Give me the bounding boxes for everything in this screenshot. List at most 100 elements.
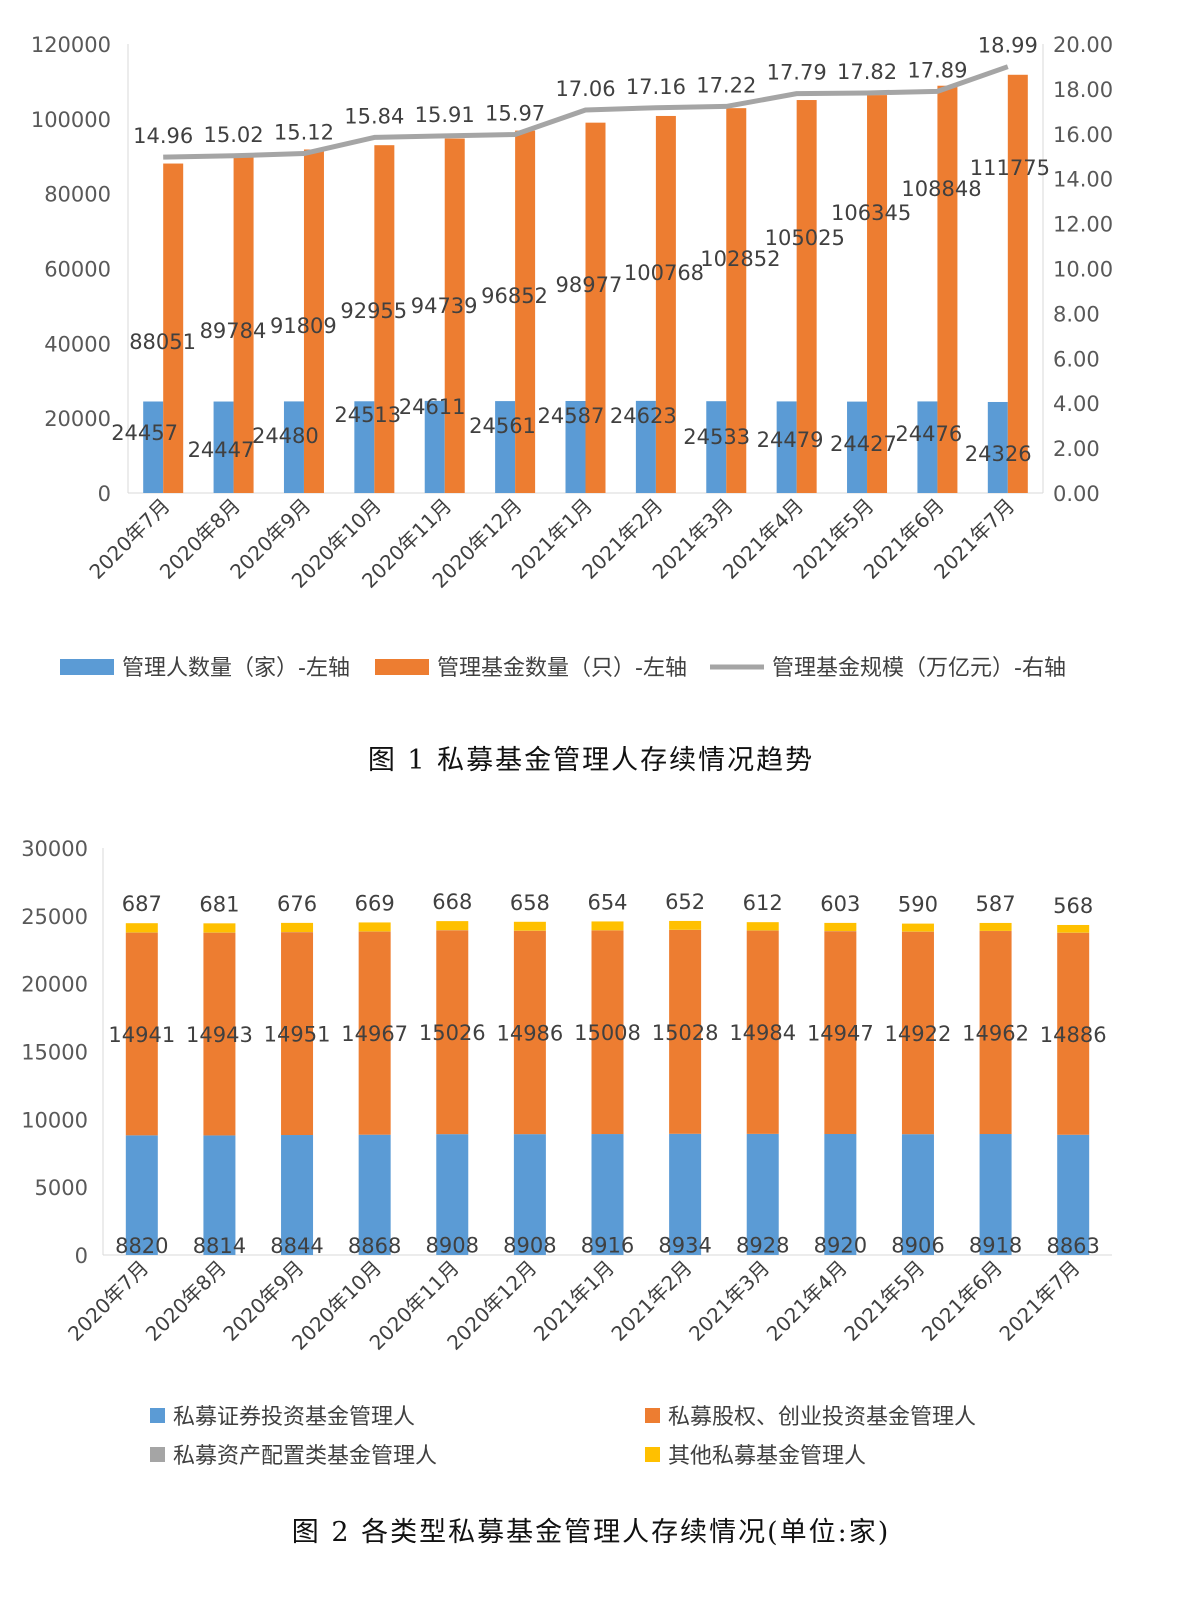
data-label-scale: 17.22 [696,73,756,97]
y-tick-label: 5000 [35,1176,88,1200]
x-tick-label: 2021年7月 [994,1256,1084,1346]
bar-funds [515,130,536,493]
bar-managers [776,401,797,493]
bar-managers [847,401,868,493]
data-label-scale: 17.16 [626,75,686,99]
stacked-bar-segment [125,923,158,933]
data-label-equity: 14941 [108,1023,175,1047]
data-label-funds: 98977 [556,273,623,297]
data-label-funds: 92955 [340,299,407,323]
data-label-equity: 15028 [652,1021,719,1045]
data-label-managers: 24427 [830,432,897,456]
stacked-bar-segment [281,1135,314,1255]
stacked-bar-segment [591,1134,624,1255]
y-right-tick-label: 10.00 [1053,258,1113,282]
bar-managers [143,401,164,493]
data-label-securities: 8934 [658,1233,711,1257]
data-label-securities: 8868 [348,1234,401,1258]
x-tick-label: 2020年8月 [141,1256,231,1346]
stacked-bar-segment [513,1134,546,1255]
y-right-tick-label: 20.00 [1053,33,1113,57]
data-label-managers: 24447 [188,438,255,462]
data-label-scale: 15.12 [274,121,334,145]
data-label-securities: 8844 [270,1234,323,1258]
data-label-managers: 24611 [399,395,466,419]
stacked-bar-segment [979,1134,1012,1255]
y-right-tick-label: 4.00 [1053,392,1100,416]
chart-2-svg: 0 5000 10000 15000 20000 25000 30000 8820 14941 6… [21,837,1112,1469]
y-right-tick-label: 2.00 [1053,437,1100,461]
data-label-managers: 24623 [610,404,677,428]
data-label-scale: 18.99 [978,34,1038,58]
data-label-funds: 94739 [411,294,478,318]
x-tick-label: 2021年5月 [839,1256,929,1346]
data-label-equity: 14943 [186,1023,253,1047]
x-tick-label: 2021年2月 [606,1256,696,1346]
data-label-funds: 88051 [129,330,196,354]
legend-swatch [645,1408,660,1423]
data-label-funds: 105025 [765,226,845,250]
data-label-equity: 14986 [496,1021,563,1045]
stacked-bar-segment [513,921,546,931]
legend-label: 其他私募基金管理人 [668,1444,866,1469]
bar-managers [283,401,304,493]
bar-managers [917,401,938,493]
data-label-securities: 8920 [814,1233,867,1257]
data-label-securities: 8820 [115,1234,168,1258]
bar-managers [495,401,516,493]
bar-managers [424,400,445,493]
y-tick-label: 25000 [21,905,88,929]
y-right-tick-label: 16.00 [1053,123,1113,147]
stacked-bar-segment [824,1133,857,1255]
legend-swatch [150,1408,165,1423]
x-tick-label: 2021年4月 [762,1256,852,1346]
y-tick-label: 0 [75,1244,88,1268]
data-label-securities: 8916 [581,1234,634,1258]
y-right-tick-label: 12.00 [1053,213,1113,237]
legend-label: 管理基金数量（只）-左轴 [437,656,687,681]
data-label-other: 681 [199,892,239,916]
data-label-securities: 8928 [736,1233,789,1257]
stacked-bar-segment [281,922,314,933]
y-right-tick-label: 14.00 [1053,168,1113,192]
y-left-tick-label: 40000 [44,332,111,356]
bar-managers [706,401,727,493]
stacked-bar-segment [591,921,624,931]
data-label-funds: 89784 [200,319,267,343]
stacked-bar-segment [358,931,391,1135]
line-fund-scale [163,64,1009,160]
bar-managers [354,401,375,493]
stacked-bar-segment [203,923,236,933]
y-tick-label: 30000 [21,837,88,861]
data-label-managers: 24513 [334,403,401,427]
bar-funds [867,95,888,493]
stacked-bar-segment [979,922,1012,931]
data-label-funds: 102852 [700,247,780,271]
data-label-funds: 106345 [831,201,911,225]
data-label-scale: 15.02 [204,123,264,147]
data-label-funds: 111775 [970,156,1050,180]
stacked-bar-segment [746,922,779,931]
bar-funds [233,157,254,493]
data-label-funds: 96852 [481,284,548,308]
y-tick-label: 10000 [21,1108,88,1132]
bar-funds [655,115,676,494]
bar-funds [726,108,747,493]
bar-funds [796,100,817,493]
legend-label: 管理人数量（家）-左轴 [122,656,350,681]
data-label-scale: 17.06 [555,77,615,101]
legend-swatch [150,1447,165,1462]
bar-funds [163,163,184,493]
data-label-other: 687 [122,892,162,916]
stacked-bar-segment [125,932,158,1136]
stacked-bar-segment [746,930,779,1134]
data-label-equity: 15008 [574,1021,641,1045]
x-tick-label: 2021年6月 [917,1256,1007,1346]
bar-funds [374,145,395,494]
legend-label: 私募资产配置类基金管理人 [173,1444,437,1469]
chart-2-caption: 图 2 各类型私募基金管理人存续情况(单位:家) [291,1517,891,1548]
data-label-other: 590 [898,893,938,917]
data-label-other: 652 [665,890,705,914]
data-label-managers: 24480 [252,424,319,448]
data-label-securities: 8908 [503,1234,556,1258]
